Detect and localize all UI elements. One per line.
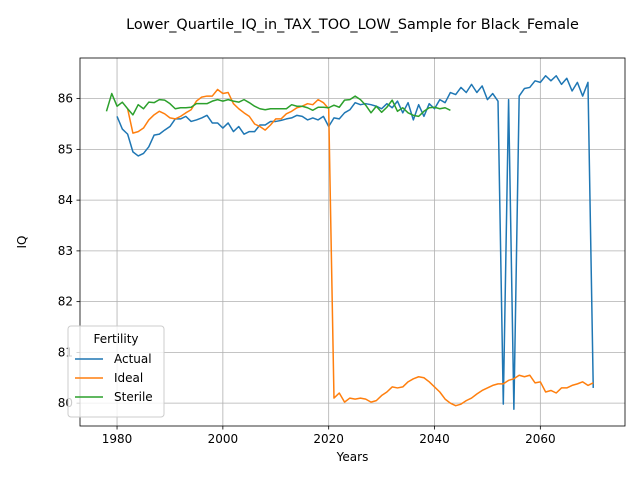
y-tick-label: 85 [58,142,73,156]
series-layer [105,75,594,410]
legend: Fertility Actual Ideal Sterile [67,325,165,418]
plot-frame [79,57,626,427]
series-line-ideal [126,88,594,407]
legend-box [67,325,165,418]
x-tick-label: 2060 [525,432,556,446]
y-tick-label: 84 [58,193,73,207]
legend-title: Fertility [93,332,138,346]
y-tick-label: 83 [58,244,73,258]
legend-label-actual: Actual [114,352,152,366]
x-tick-label: 2040 [419,432,450,446]
x-tick-label: 1980 [102,432,133,446]
chart-title: Lower_Quartile_IQ_in_TAX_TOO_LOW_Sample … [126,17,579,33]
y-tick-label: 86 [58,92,73,106]
x-axis-title: Years [336,450,369,464]
legend-label-sterile: Sterile [114,390,153,404]
x-tick-label: 2000 [208,432,239,446]
series-line-sterile [105,92,451,118]
y-tick-label: 82 [58,295,73,309]
series-line-actual [116,75,594,410]
x-tick-label: 2020 [313,432,344,446]
y-axis-title: IQ [15,236,29,249]
legend-label-ideal: Ideal [114,371,143,385]
legend-entries: Actual Ideal Sterile [75,352,153,404]
